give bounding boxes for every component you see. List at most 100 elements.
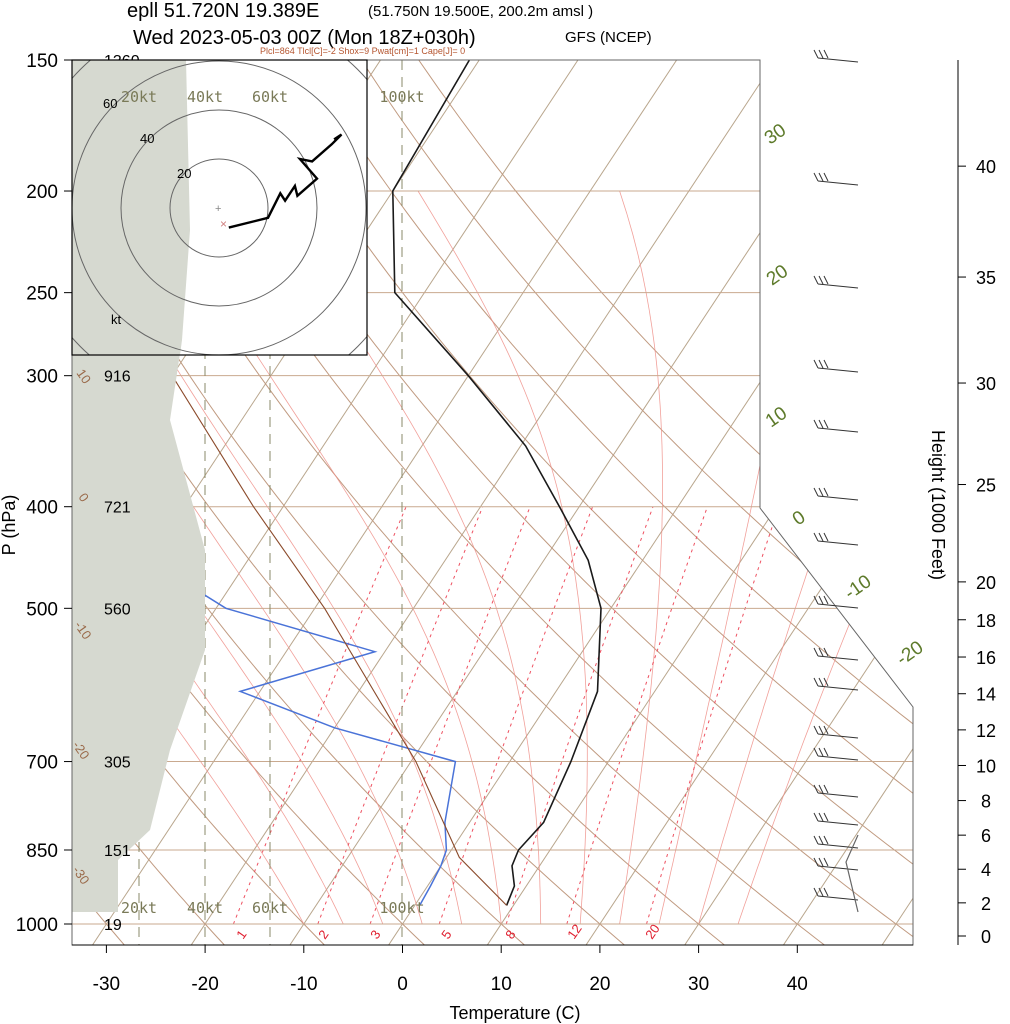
height-tick-label: 30 <box>976 374 996 394</box>
y-axis-label: P (hPa) <box>0 495 19 556</box>
temperature-tick-label: 20 <box>589 974 610 995</box>
height-tick-label: 4 <box>981 860 991 880</box>
model-name: GFS (NCEP) <box>565 29 652 46</box>
pressure-tick-label: 1000 <box>16 915 58 936</box>
wind-barb-icon <box>813 784 859 798</box>
temperature-tick-label: 0 <box>397 974 408 995</box>
pressure-axis: 150 200 250 300 400 500 700 850 1000 <box>16 51 72 936</box>
moist-adiabat <box>157 190 502 925</box>
height-tick-label: 6 <box>981 826 991 846</box>
dry-adiabat <box>172 60 913 945</box>
wind-barb-icon <box>813 677 859 691</box>
stability-indices: Plcl=864 Tlcl[C]=-2 Shox=9 Pwat[cm]=1 Ca… <box>260 46 465 56</box>
height-tick-label: 12 <box>976 721 996 741</box>
height-tick-label: 35 <box>976 268 996 288</box>
hodograph-ring <box>120 109 318 307</box>
wind-barb-icon <box>813 49 859 63</box>
hodograph-trace: +× <box>215 133 343 231</box>
mixing-ratio-line <box>438 506 594 925</box>
y2-axis-label: Height (1000 Feet) <box>928 430 948 580</box>
mixing-ratio-label: 12 <box>564 921 585 941</box>
height-meter-label: 305 <box>104 755 131 772</box>
moist-adiabat <box>75 190 463 925</box>
valid-time: Wed 2023-05-03 00Z (Mon 18Z+030h) <box>133 27 476 49</box>
wind-speed-label: 20kt <box>121 899 157 917</box>
station-title: epll 51.720N 19.389E <box>127 0 319 22</box>
wind-barb-icon <box>813 532 859 546</box>
wind-speed-label: 60kt <box>252 88 288 106</box>
temperature-tick-label: -30 <box>93 974 120 995</box>
temperature-tick-label: -10 <box>290 974 317 995</box>
height-tick-label: 2 <box>981 894 991 914</box>
wind-barb-icon <box>813 172 859 186</box>
wind-barbs <box>813 49 859 913</box>
wind-barb-icon <box>813 857 859 871</box>
height-tick-label: 10 <box>976 756 996 776</box>
hodograph-ring-label: 40 <box>140 131 154 146</box>
moist-adiabat <box>619 190 663 925</box>
temperature-tick-label: 40 <box>787 974 808 995</box>
wind-speed-label: 40kt <box>187 899 223 917</box>
wind-barb-icon <box>813 887 859 901</box>
wind-speed-label: 100kt <box>379 88 424 106</box>
dry-adiabat <box>284 60 913 945</box>
pressure-tick-label: 300 <box>26 367 58 388</box>
isotherm-line <box>782 60 913 945</box>
pressure-tick-label: 150 <box>26 51 58 72</box>
height-tick-label: 40 <box>976 157 996 177</box>
mixing-ratio-line <box>317 506 484 925</box>
isotherm-line <box>190 60 797 945</box>
height-meter-label: 19 <box>104 917 122 934</box>
isotherm-label: 0 <box>789 507 810 530</box>
temperature-axis: -30 -20 -10 0 10 20 30 40 <box>72 944 913 995</box>
height-tick-label: 20 <box>976 573 996 593</box>
wind-speed-label: 40kt <box>187 88 223 106</box>
pressure-tick-label: 250 <box>26 284 58 305</box>
isotherm-label: 20 <box>763 261 792 290</box>
hodograph-unit: kt <box>111 312 122 327</box>
height-tick-label: 25 <box>976 476 996 496</box>
isotherm-label: 30 <box>761 120 790 149</box>
height-tick-label: 16 <box>976 648 996 668</box>
wind-barb-icon <box>813 725 859 739</box>
moist-adiabat <box>265 190 542 925</box>
pressure-tick-label: 200 <box>26 182 58 203</box>
wind-barb-icon <box>813 595 859 609</box>
wind-barb-icon <box>813 747 859 761</box>
dry-adiabat <box>228 60 913 945</box>
pressure-tick-label: 850 <box>26 841 58 862</box>
hodograph-border <box>71 59 368 356</box>
isotherm-label: -10 <box>841 571 876 604</box>
storm-motion-icon: × <box>220 217 227 231</box>
isotherm-label: -20 <box>893 637 928 670</box>
temperature-tick-label: 30 <box>688 974 709 995</box>
dry-adiabat <box>115 60 913 945</box>
height-tick-label: 14 <box>976 685 996 705</box>
wind-barb-icon <box>813 359 859 373</box>
wind-barb-icon <box>813 647 859 661</box>
moist-adiabat <box>72 190 344 925</box>
mixing-ratio-line <box>505 506 654 925</box>
wind-barb-icon <box>813 419 859 433</box>
pressure-tick-label: 500 <box>26 599 58 620</box>
temperature-line <box>391 60 602 906</box>
x-axis-label: Temperature (C) <box>449 1003 580 1023</box>
hodograph-ring <box>169 158 269 258</box>
dry-adiabat <box>72 60 827 945</box>
wind-speed-label: 60kt <box>252 899 288 917</box>
isotherm-line <box>683 60 913 945</box>
hodograph-ring-label: 60 <box>103 96 117 111</box>
hodograph-rings <box>72 60 367 355</box>
wind-speed-label: 100kt <box>379 899 424 917</box>
pressure-tick-label: 400 <box>26 498 58 519</box>
height-tick-label: 0 <box>981 927 991 947</box>
isotherm-label: 10 <box>762 403 791 432</box>
dry-adiabat <box>397 60 913 945</box>
wind-barb-icon <box>813 835 859 849</box>
hodograph-ring <box>72 60 367 355</box>
pressure-tick-label: 700 <box>26 753 58 774</box>
height-tick-label: 18 <box>976 611 996 631</box>
